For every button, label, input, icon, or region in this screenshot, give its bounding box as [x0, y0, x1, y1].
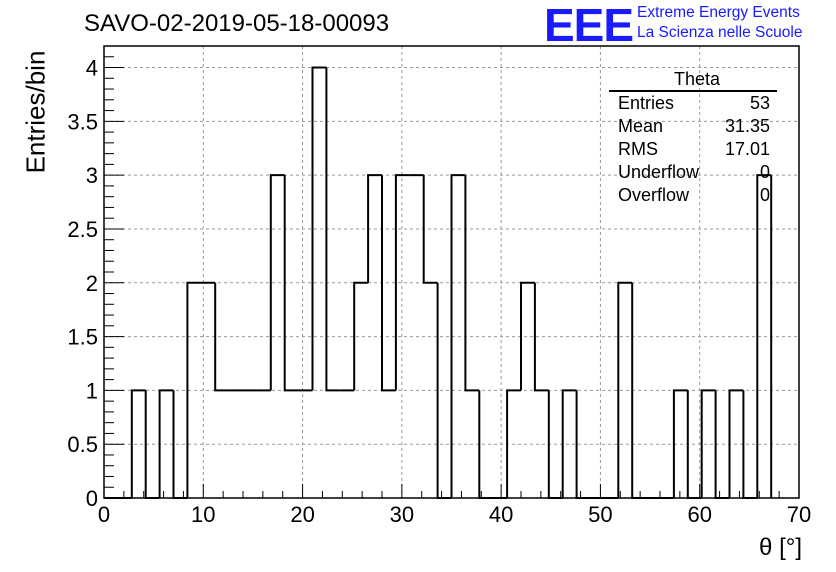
x-tick-label: 70: [787, 502, 811, 527]
stats-value: 31.35: [724, 116, 770, 136]
histogram-bin: [130, 389, 146, 498]
stats-row-rms: RMS 17.01: [609, 138, 777, 161]
stats-box: Theta Entries 53 Mean 31.35 RMS 17.01 Under…: [609, 68, 777, 207]
stats-key: RMS: [618, 139, 658, 159]
histogram-bin: [186, 281, 202, 498]
stats-key: Overflow: [618, 185, 690, 205]
histogram-bin: [617, 281, 633, 498]
y-tick-label: 2.5: [67, 217, 98, 242]
logo-line-1: Extreme Energy Events: [637, 4, 800, 21]
histogram-bin: [478, 390, 494, 499]
histogram-bin: [464, 175, 480, 392]
histogram-bin: [269, 174, 285, 391]
x-tick-label: 20: [290, 502, 314, 527]
histogram-bin: [728, 389, 744, 498]
histogram-bin: [158, 389, 174, 498]
histogram-bin: [436, 282, 452, 499]
x-tick-label: 10: [191, 502, 215, 527]
axis-ticks: [103, 45, 800, 499]
x-tick-label: 30: [390, 502, 414, 527]
y-tick-label: 3: [86, 163, 98, 188]
histogram-bin: [520, 281, 535, 391]
histogram-bin: [353, 281, 369, 391]
stats-row-entries: Entries 53: [609, 92, 777, 115]
y-tick-label: 1.5: [67, 325, 98, 350]
histogram-bin: [283, 175, 299, 392]
x-axis-label: θ [°]: [759, 534, 802, 561]
chart-title: SAVO-02-2019-05-18-00093: [84, 10, 390, 37]
histogram-bins: [104, 66, 773, 499]
tick-labels: 0 10 20 30 40 50 60 70 0 0.5 1 1.5 2 2.5 3 3.5 4: [67, 56, 811, 527]
stats-value: 0: [759, 185, 770, 205]
histogram-bin: [700, 389, 716, 498]
y-tick-label: 3.5: [67, 109, 98, 134]
y-tick-label: 1: [86, 378, 98, 403]
stats-row-underflow: Underflow 0: [609, 161, 777, 184]
histogram-bin: [672, 389, 688, 498]
y-tick-label: 2: [86, 271, 98, 296]
stats-value: 17.01: [724, 139, 770, 159]
stats-value: 53: [749, 93, 770, 113]
histogram-bin: [756, 174, 772, 498]
eee-logo: EEE: [544, 0, 634, 51]
histogram-bin: [172, 390, 188, 499]
histogram-bin: [742, 390, 758, 499]
histogram-bin: [533, 282, 549, 392]
histogram-bin: [561, 389, 577, 498]
y-tick-label: 0: [86, 486, 98, 511]
histogram-bin: [325, 67, 341, 392]
histogram-bin: [367, 174, 382, 283]
stats-key: Mean: [618, 116, 664, 136]
logo-caption: Extreme Energy Events La Scienza nelle S…: [637, 3, 802, 43]
x-tick-label: 60: [687, 502, 711, 527]
stats-row-mean: Mean 31.35: [609, 115, 777, 138]
stats-title: Theta: [609, 68, 777, 92]
stats-row-overflow: Overflow 0: [609, 184, 777, 207]
histogram-bin: [450, 174, 466, 498]
histogram-bin: [381, 175, 396, 392]
x-tick-label: 50: [588, 502, 612, 527]
histogram-bin: [311, 66, 327, 391]
histogram-bin: [506, 389, 521, 498]
y-tick-label: 0.5: [67, 432, 98, 457]
y-tick-label: 4: [86, 56, 98, 81]
stats-key: Entries: [618, 93, 675, 113]
logo-line-2: La Scienza nelle Scuole: [637, 24, 803, 41]
stats-value: 0: [759, 162, 770, 182]
x-tick-label: 0: [98, 502, 110, 527]
histogram-bin: [394, 174, 410, 391]
x-tick-label: 40: [489, 502, 513, 527]
histogram-bin: [422, 175, 438, 284]
y-axis-label: Entries/bin: [20, 50, 51, 174]
histogram-bin: [214, 282, 230, 392]
stats-key: Underflow: [618, 162, 700, 182]
